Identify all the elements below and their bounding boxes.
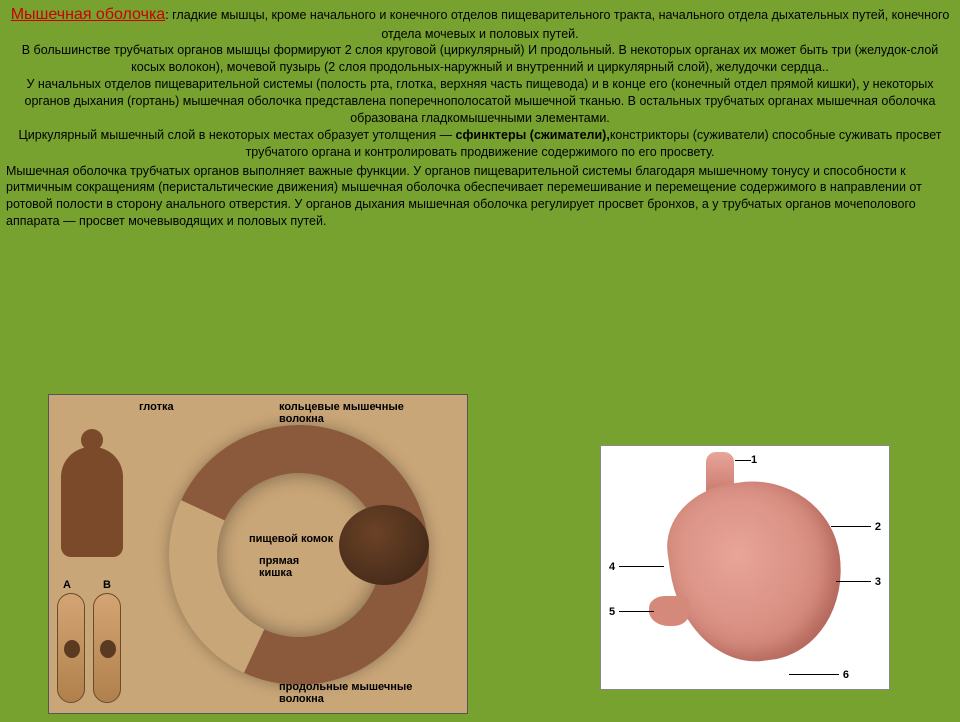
p3: У начальных отделов пищеварительной сист… — [10, 76, 950, 127]
paragraph-block-centered: Мышечная оболочка: гладкие мышцы, кроме … — [0, 0, 960, 161]
num-2: 2 — [875, 521, 881, 533]
p4-bold: сфинктеры (сжиматели), — [456, 128, 610, 142]
p5: Мышечная оболочка трубчатых органов выпо… — [6, 164, 922, 229]
diagram-stomach: 1 2 3 4 5 6 — [600, 445, 890, 690]
p4a: Циркулярный мышечный слой в некоторых ме… — [19, 128, 456, 142]
food-bolus — [339, 505, 429, 585]
label-long: продольные мышечные волокна — [279, 681, 429, 705]
p1: : гладкие мышцы, кроме начального и коне… — [165, 8, 949, 41]
diagram-intestine: А В глотка кольцевые мышечные волокна пи… — [48, 394, 468, 714]
lead-2 — [831, 526, 871, 527]
num-6: 6 — [843, 669, 849, 681]
paragraph-block-left: Мышечная оболочка трубчатых органов выпо… — [0, 161, 960, 231]
stomach-body — [659, 470, 852, 672]
label-ring: кольцевые мышечные волокна — [279, 401, 429, 425]
lead-1 — [735, 460, 751, 461]
p2: В большинстве трубчатых органов мышцы фо… — [10, 42, 950, 76]
title: Мышечная оболочка — [11, 6, 165, 23]
label-glotka: глотка — [139, 401, 174, 413]
small-tubes — [57, 593, 129, 703]
num-1: 1 — [751, 454, 757, 466]
label-bolus: пищевой комок — [249, 533, 333, 545]
lead-6 — [789, 674, 839, 675]
tube-a — [57, 593, 85, 703]
tube-b — [93, 593, 121, 703]
p4: Циркулярный мышечный слой в некоторых ме… — [10, 127, 950, 161]
images-area: А В глотка кольцевые мышечные волокна пи… — [0, 380, 960, 720]
label-rectum: прямая кишка — [259, 555, 319, 579]
label-b: В — [103, 579, 111, 591]
lead-5 — [619, 611, 654, 612]
lead-3 — [836, 581, 871, 582]
label-a: А — [63, 579, 71, 591]
num-5: 5 — [609, 606, 615, 618]
num-3: 3 — [875, 576, 881, 588]
human-silhouette-icon — [61, 447, 123, 557]
pylorus — [649, 596, 689, 626]
num-4: 4 — [609, 561, 615, 573]
lead-4 — [619, 566, 664, 567]
